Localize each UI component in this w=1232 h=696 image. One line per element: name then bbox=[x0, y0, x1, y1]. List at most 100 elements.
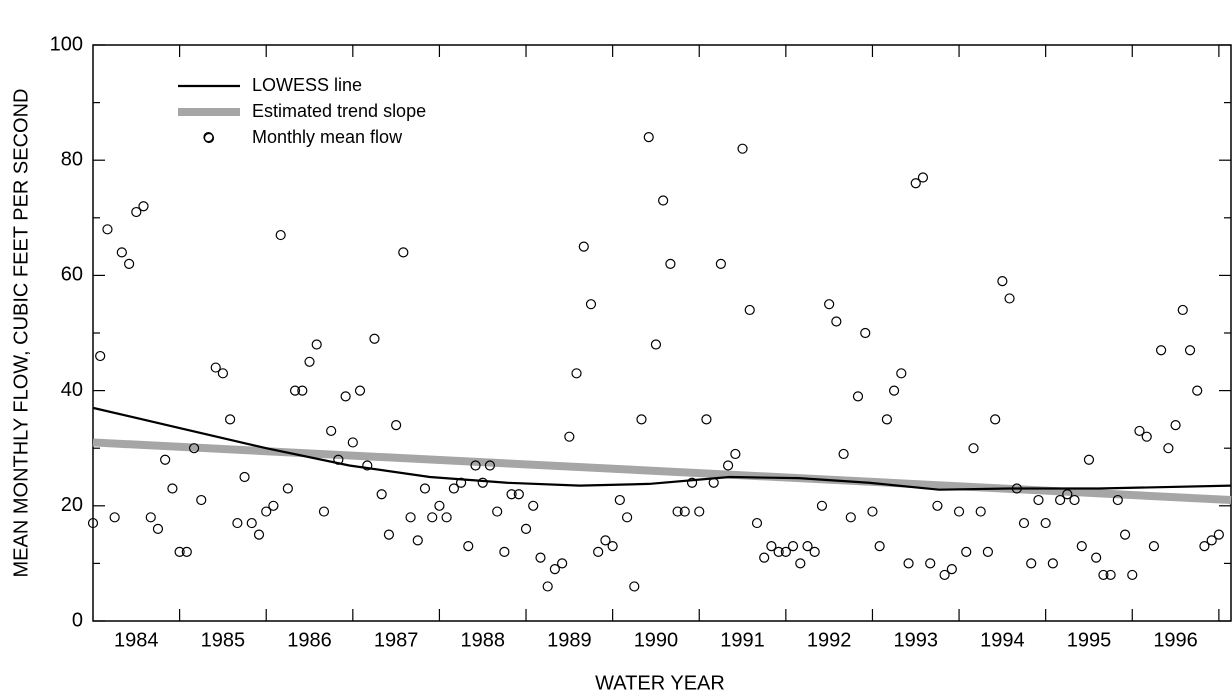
data-point bbox=[102, 224, 113, 235]
y-tick-label: 80 bbox=[61, 148, 83, 170]
y-tick-label: 60 bbox=[61, 264, 83, 286]
data-point bbox=[427, 512, 438, 523]
data-point bbox=[636, 414, 647, 425]
data-point bbox=[116, 247, 127, 258]
x-tick-label: 1996 bbox=[1153, 629, 1198, 651]
data-point bbox=[694, 506, 705, 517]
data-point bbox=[528, 500, 539, 511]
data-point bbox=[701, 414, 712, 425]
data-point bbox=[448, 483, 459, 494]
data-point bbox=[398, 247, 409, 258]
x-tick-label: 1988 bbox=[460, 629, 505, 651]
data-point bbox=[564, 431, 575, 442]
data-point bbox=[860, 327, 871, 339]
data-point bbox=[1213, 529, 1224, 540]
data-point bbox=[196, 494, 207, 506]
data-point bbox=[730, 448, 741, 460]
data-point bbox=[643, 132, 654, 143]
y-axis-title: MEAN MONTHLY FLOW, CUBIC FEET PER SECOND bbox=[10, 89, 32, 578]
data-point bbox=[910, 178, 921, 189]
data-point bbox=[816, 500, 828, 511]
x-tick-label: 1991 bbox=[720, 629, 765, 651]
data-point bbox=[1119, 529, 1131, 540]
data-point bbox=[477, 477, 488, 488]
data-point bbox=[391, 420, 402, 431]
data-point bbox=[383, 529, 395, 540]
data-point bbox=[737, 143, 748, 154]
data-point bbox=[953, 506, 965, 517]
data-point bbox=[506, 489, 517, 500]
data-point bbox=[455, 477, 467, 488]
data-point bbox=[1148, 541, 1160, 552]
data-point bbox=[131, 206, 142, 218]
data-point bbox=[246, 517, 257, 529]
data-point bbox=[109, 512, 120, 523]
data-point bbox=[1163, 443, 1174, 454]
data-point bbox=[217, 368, 229, 379]
data-point bbox=[759, 552, 770, 563]
data-point bbox=[831, 316, 842, 327]
x-tick-label: 1984 bbox=[114, 629, 159, 651]
data-point bbox=[1011, 483, 1022, 494]
y-tick-label: 40 bbox=[61, 379, 83, 401]
data-point bbox=[463, 541, 474, 552]
data-point bbox=[138, 201, 149, 212]
data-point bbox=[1004, 293, 1015, 304]
data-point bbox=[650, 339, 662, 350]
data-point bbox=[297, 385, 308, 396]
data-point bbox=[1184, 345, 1196, 356]
data-point bbox=[975, 506, 986, 517]
data-point bbox=[665, 258, 676, 269]
x-axis-title: WATER YEAR bbox=[595, 672, 725, 694]
legend-label: Estimated trend slope bbox=[252, 101, 426, 121]
data-point bbox=[470, 460, 481, 471]
data-point bbox=[881, 414, 893, 425]
data-point bbox=[1076, 541, 1087, 552]
data-point bbox=[802, 541, 813, 552]
data-point bbox=[304, 356, 315, 367]
data-point bbox=[318, 506, 330, 517]
data-point bbox=[289, 385, 301, 396]
data-point bbox=[1192, 385, 1203, 396]
x-tick-label: 1994 bbox=[980, 629, 1025, 651]
x-tick-label: 1985 bbox=[201, 629, 246, 651]
data-point bbox=[167, 483, 178, 494]
data-point bbox=[275, 229, 286, 241]
data-point bbox=[542, 581, 553, 592]
data-point bbox=[87, 517, 99, 529]
data-point bbox=[571, 368, 582, 379]
data-point bbox=[282, 483, 293, 494]
data-point bbox=[1177, 304, 1188, 316]
data-point bbox=[145, 512, 156, 523]
data-point bbox=[917, 172, 929, 183]
data-point bbox=[773, 546, 784, 557]
data-point bbox=[874, 541, 885, 552]
data-point bbox=[419, 483, 431, 494]
data-point bbox=[232, 517, 243, 529]
x-tick-label: 1993 bbox=[894, 629, 939, 651]
data-point bbox=[968, 443, 979, 454]
data-point bbox=[1156, 345, 1167, 356]
data-point bbox=[160, 454, 171, 465]
x-tick-label: 1989 bbox=[547, 629, 592, 651]
x-tick-label: 1986 bbox=[287, 629, 332, 651]
data-point bbox=[585, 299, 597, 310]
data-point bbox=[672, 506, 683, 517]
data-point bbox=[607, 541, 618, 552]
data-point bbox=[354, 385, 366, 396]
data-point bbox=[621, 512, 633, 523]
data-point bbox=[1047, 558, 1058, 569]
data-point bbox=[1055, 494, 1066, 506]
data-point bbox=[715, 258, 726, 269]
data-point bbox=[239, 471, 250, 483]
data-point bbox=[1170, 420, 1181, 431]
data-point bbox=[520, 523, 532, 534]
data-point bbox=[982, 546, 993, 557]
legend-swatch bbox=[203, 132, 215, 144]
data-point bbox=[152, 523, 164, 534]
data-point bbox=[1040, 517, 1051, 529]
data-point bbox=[708, 477, 719, 488]
data-point bbox=[124, 258, 135, 269]
data-point bbox=[1199, 541, 1210, 552]
